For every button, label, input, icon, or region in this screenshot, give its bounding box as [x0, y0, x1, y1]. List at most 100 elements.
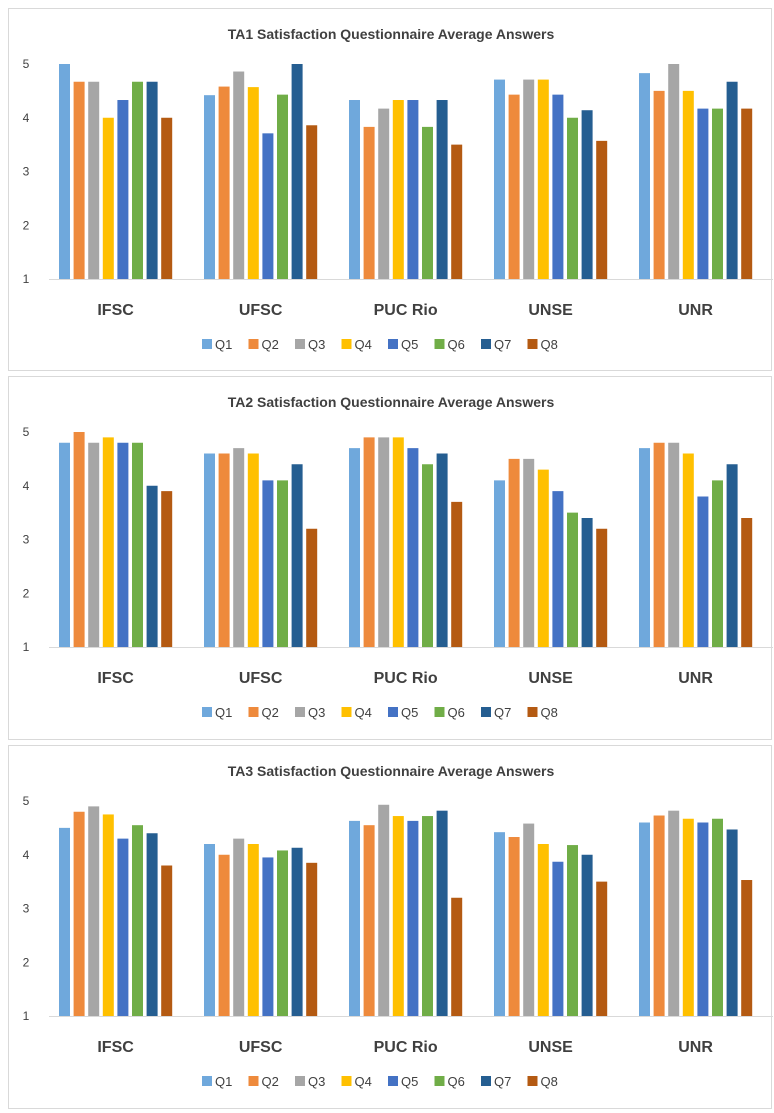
bar-puc-rio-q5	[407, 100, 419, 279]
bar-unse-q6	[567, 845, 578, 1016]
bar-unr-q5	[697, 108, 709, 279]
legend-swatch-q6	[434, 707, 445, 717]
y-tick-label: 3	[23, 533, 30, 547]
bar-unr-q6	[712, 818, 723, 1016]
bar-unse-q3	[523, 823, 535, 1016]
bar-unse-q4	[537, 79, 549, 280]
bar-ifsc-q5	[117, 442, 129, 647]
bar-unr-q5	[697, 496, 709, 647]
legend-label-q1: Q1	[215, 705, 232, 720]
y-tick-label: 1	[23, 640, 30, 654]
bar-ifsc-q2	[73, 811, 85, 1016]
legend-swatch-q1	[202, 707, 212, 717]
bar-puc-rio-q7	[436, 100, 448, 279]
bar-puc-rio-q6	[422, 816, 433, 1016]
ta2-chart-panel: TA2 Satisfaction Questionnaire Average A…	[8, 376, 773, 740]
y-tick-label: 3	[23, 165, 30, 179]
bar-puc-rio-q6	[422, 126, 433, 279]
legend-label-q8: Q8	[541, 705, 558, 720]
x-tick-label: PUC Rio	[374, 1039, 438, 1056]
bar-unse-q3	[523, 79, 535, 280]
bar-ufsc-q3	[233, 71, 245, 280]
bar-puc-rio-q7	[436, 453, 448, 647]
legend-label-q1: Q1	[215, 1074, 232, 1089]
legend-label-q2: Q2	[262, 337, 279, 352]
bar-puc-rio-q3	[378, 108, 390, 279]
x-tick-label: UNR	[678, 1039, 713, 1056]
bar-puc-rio-q2	[363, 126, 375, 279]
bar-ufsc-q2	[218, 86, 230, 279]
ta1-chart-panel: TA1 Satisfaction Questionnaire Average A…	[8, 8, 773, 371]
x-tick-label: UNSE	[528, 1039, 573, 1056]
legend-swatch-q3	[295, 707, 305, 717]
bar-unr-q3	[668, 810, 680, 1016]
bar-ifsc-q2	[73, 81, 85, 279]
bar-ifsc-q7	[146, 833, 158, 1016]
bar-ufsc-q4	[247, 844, 259, 1016]
bar-ifsc-q1	[59, 442, 70, 647]
bar-puc-rio-q3	[378, 437, 390, 647]
bar-puc-rio-q3	[378, 804, 390, 1016]
bar-ifsc-q8	[161, 865, 173, 1016]
bar-ufsc-q2	[218, 453, 230, 647]
legend-swatch-q5	[388, 707, 398, 717]
bar-ufsc-q4	[247, 453, 259, 647]
bar-unr-q4	[682, 818, 694, 1016]
legend-swatch-q5	[388, 1076, 398, 1086]
y-tick-label: 3	[23, 902, 30, 916]
bar-ufsc-q7	[291, 64, 303, 279]
legend-label-q8: Q8	[541, 337, 558, 352]
y-tick-label: 4	[23, 848, 30, 862]
legend-label-q4: Q4	[355, 705, 372, 720]
bar-puc-rio-q4	[392, 437, 404, 647]
legend-swatch-q3	[295, 339, 305, 349]
legend-swatch-q1	[202, 339, 212, 349]
legend-swatch-q2	[248, 339, 259, 349]
legend-label-q4: Q4	[355, 1074, 372, 1089]
legend-label-q6: Q6	[448, 1074, 465, 1089]
bar-unse-q8	[596, 528, 608, 647]
bar-ifsc-q3	[88, 442, 100, 647]
ta3-chart: TA3 Satisfaction Questionnaire Average A…	[23, 763, 773, 1089]
bar-ufsc-q5	[262, 480, 274, 647]
bar-ufsc-q4	[247, 87, 259, 279]
bar-ufsc-q6	[277, 850, 288, 1016]
bar-ufsc-q6	[277, 480, 288, 647]
bar-puc-rio-q2	[363, 437, 375, 647]
bar-unr-q2	[653, 815, 665, 1016]
bar-ufsc-q2	[218, 854, 230, 1016]
bar-unr-q4	[682, 453, 694, 647]
bar-unse-q1	[494, 832, 505, 1016]
legend-swatch-q5	[388, 339, 398, 349]
bar-unr-q6	[712, 108, 723, 279]
bar-unr-q2	[653, 442, 665, 647]
bar-puc-rio-q1	[349, 448, 360, 647]
legend-swatch-q3	[295, 1076, 305, 1086]
bar-unse-q8	[596, 140, 608, 279]
bar-unr-q1	[639, 448, 650, 647]
bar-unse-q4	[537, 469, 549, 647]
bar-unr-q8	[741, 518, 753, 647]
bar-ufsc-q5	[262, 133, 274, 279]
bar-unse-q5	[552, 491, 564, 647]
bar-unse-q1	[494, 480, 505, 647]
legend-label-q1: Q1	[215, 337, 232, 352]
bar-unse-q2	[508, 94, 520, 279]
bar-unse-q7	[581, 110, 593, 279]
chart-title: TA3 Satisfaction Questionnaire Average A…	[228, 763, 555, 779]
bar-ifsc-q1	[59, 64, 70, 279]
legend-swatch-q4	[341, 1076, 352, 1086]
bar-ifsc-q6	[132, 81, 143, 279]
y-tick-label: 1	[23, 1009, 30, 1023]
legend-label-q5: Q5	[401, 1074, 418, 1089]
bar-ufsc-q8	[306, 862, 318, 1016]
bar-puc-rio-q6	[422, 464, 433, 647]
ta2-chart: TA2 Satisfaction Questionnaire Average A…	[23, 394, 773, 720]
legend-swatch-q6	[434, 339, 445, 349]
y-tick-label: 1	[23, 272, 30, 286]
legend-label-q5: Q5	[401, 337, 418, 352]
bar-ifsc-q7	[146, 485, 158, 647]
bar-puc-rio-q4	[392, 816, 404, 1016]
bar-unse-q3	[523, 458, 535, 647]
bar-unr-q2	[653, 90, 665, 279]
